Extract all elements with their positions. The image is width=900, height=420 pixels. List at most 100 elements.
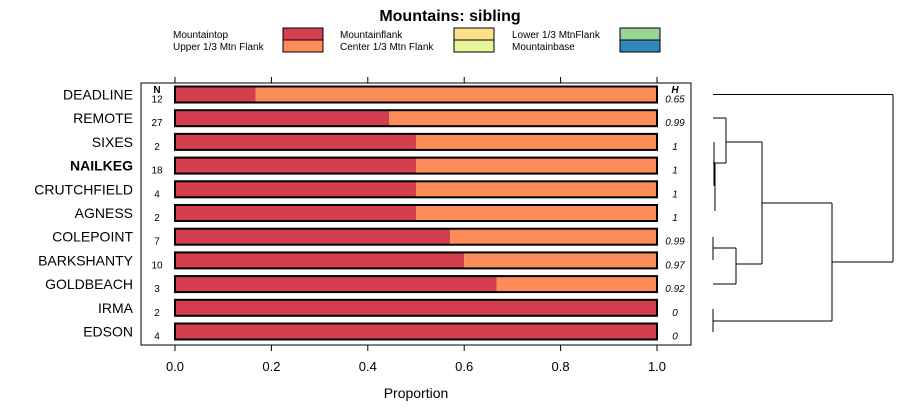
row-irma: IRMA 2 0 — [98, 298, 678, 319]
bar-segment-mountaintop — [175, 181, 416, 198]
plot-frame — [140, 82, 692, 346]
bar-outline — [174, 227, 658, 246]
n-value: 2 — [154, 213, 160, 224]
bar-segment-mountaintop — [175, 133, 416, 150]
h-value: 0.92 — [665, 284, 685, 295]
legend-label-mountainbase: Mountainbase — [512, 42, 575, 53]
category-label: COLEPOINT — [52, 229, 133, 245]
legend-swatch-mountainflank — [453, 27, 495, 41]
category-label: AGNESS — [75, 205, 133, 221]
legend-swatch-mountainbase — [619, 39, 661, 53]
n-value: 4 — [154, 189, 160, 200]
x-tick-label: 0.4 — [359, 359, 377, 374]
h-value: 0.99 — [665, 118, 685, 129]
legend-label-mountainflank: Mountainflank — [340, 30, 403, 41]
x-axis-label: Proportion — [384, 385, 449, 401]
row-barkshanty: BARKSHANTY 10 0.97 — [38, 251, 685, 271]
bar-outline — [174, 251, 658, 270]
legend-label-center-1-3-mtn-flank: Center 1/3 Mtn Flank — [340, 42, 434, 53]
chart-title: Mountains: sibling — [379, 8, 520, 25]
legend-swatch-center-1-3-mtn-flank — [453, 39, 495, 53]
n-value: 4 — [154, 332, 160, 343]
dendrogram — [712, 94, 894, 332]
category-label: DEADLINE — [63, 87, 133, 103]
bar-segment-mountaintop — [175, 86, 256, 103]
bar-segment-mountaintop — [175, 276, 497, 293]
h-value: 0.97 — [665, 260, 685, 271]
h-value: 1 — [672, 166, 678, 177]
category-label: GOLDBEACH — [45, 276, 133, 292]
bar-outline — [174, 132, 658, 151]
h-value: 0 — [672, 308, 678, 319]
row-deadline: DEADLINE 12 0.65 — [63, 85, 685, 106]
n-value: 10 — [151, 260, 163, 271]
bar-segment-upper-1-3-mtn-flank — [496, 276, 657, 293]
legend-label-mountaintop: Mountaintop — [173, 30, 228, 41]
x-tick-label: 0.2 — [262, 359, 280, 374]
bar-outline — [174, 109, 658, 128]
category-label: IRMA — [98, 300, 134, 316]
bar-outline — [174, 322, 658, 341]
category-label: SIXES — [92, 134, 133, 150]
n-value: 27 — [151, 118, 163, 129]
bar-outline — [174, 204, 658, 222]
row-remote: REMOTE 27 0.99 — [73, 109, 685, 129]
h-value: 0 — [672, 332, 678, 343]
bar-segment-mountaintop — [175, 205, 416, 221]
legend-swatch-upper-1-3-mtn-flank — [282, 39, 324, 53]
bar-segment-upper-1-3-mtn-flank — [416, 133, 657, 150]
h-header: H — [671, 85, 679, 96]
n-value: 2 — [154, 142, 160, 153]
bar-outline — [174, 85, 658, 104]
row-colepoint: COLEPOINT 7 0.99 — [52, 227, 685, 248]
row-sixes: SIXES 2 1 — [92, 132, 678, 153]
legend-label-upper-1-3-mtn-flank: Upper 1/3 Mtn Flank — [173, 42, 265, 53]
row-crutchfield: CRUTCHFIELD 4 1 — [34, 180, 678, 200]
row-edson: EDSON 4 0 — [83, 322, 678, 343]
h-value: 0.99 — [665, 237, 685, 248]
n-value: 3 — [154, 284, 160, 295]
legend-label-lower-1-3-mtnflank: Lower 1/3 MtnFlank — [512, 30, 601, 41]
bar-segment-mountaintop — [175, 323, 657, 340]
n-value: 2 — [154, 308, 160, 319]
bar-outline — [174, 156, 658, 175]
n-header: N — [153, 85, 160, 96]
x-axis: 0.0 0.2 0.4 0.6 0.8 1.0 — [166, 77, 666, 374]
bar-segment-upper-1-3-mtn-flank — [416, 157, 657, 174]
bar-segment-mountaintop — [175, 228, 451, 245]
h-value: 1 — [672, 189, 678, 200]
category-label: NAILKEG — [70, 158, 133, 174]
bar-segment-upper-1-3-mtn-flank — [416, 205, 657, 221]
x-tick-label: 0.8 — [552, 359, 570, 374]
bar-segment-mountaintop — [175, 110, 390, 127]
bar-segment-mountaintop — [175, 299, 657, 316]
bar-segment-mountaintop — [175, 252, 465, 269]
bar-segment-upper-1-3-mtn-flank — [450, 228, 657, 245]
category-label: CRUTCHFIELD — [34, 181, 133, 197]
bar-segment-upper-1-3-mtn-flank — [416, 181, 657, 198]
bar-outline — [174, 275, 658, 294]
h-value: 1 — [672, 213, 678, 224]
h-value: 0.65 — [665, 95, 685, 106]
x-tick-label: 0.0 — [166, 359, 184, 374]
bar-outline — [174, 180, 658, 199]
bar-segment-upper-1-3-mtn-flank — [464, 252, 657, 269]
legend-swatch-mountaintop — [282, 27, 324, 41]
bar-segment-upper-1-3-mtn-flank — [389, 110, 657, 127]
bar-outline — [174, 298, 658, 317]
n-value: 12 — [151, 95, 163, 106]
category-label: EDSON — [83, 324, 133, 340]
row-nailkeg: NAILKEG 18 1 — [70, 156, 678, 177]
bar-segment-upper-1-3-mtn-flank — [255, 86, 657, 103]
legend-swatch-lower-1-3-mtnflank — [619, 27, 661, 41]
x-tick-label: 0.6 — [455, 359, 473, 374]
n-value: 7 — [154, 237, 160, 248]
x-tick-label: 1.0 — [648, 359, 666, 374]
row-agness: AGNESS 2 1 — [75, 204, 678, 224]
h-value: 1 — [672, 142, 678, 153]
row-goldbeach: GOLDBEACH 3 0.92 — [45, 275, 685, 295]
n-value: 18 — [151, 166, 163, 177]
